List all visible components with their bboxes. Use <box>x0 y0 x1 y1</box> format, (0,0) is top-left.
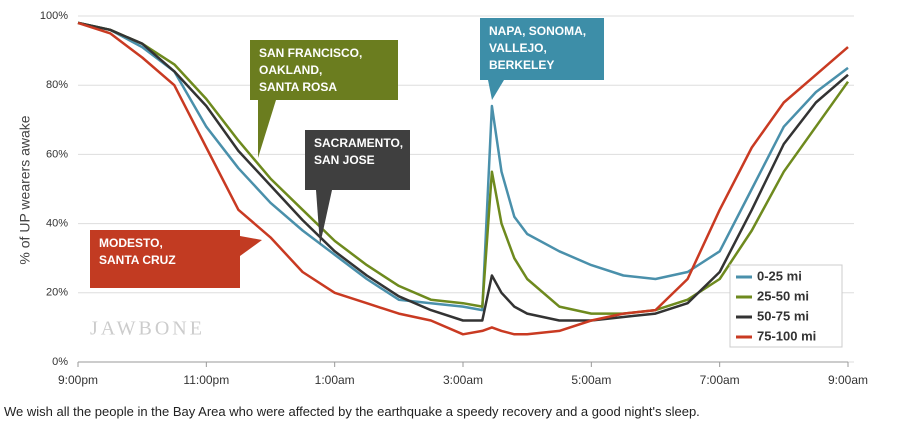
callout-pointer <box>240 236 262 256</box>
caption: We wish all the people in the Bay Area w… <box>4 404 700 419</box>
chart: % of UP wearers awake JAWBONE 0% 20% 40% 60… <box>17 10 868 387</box>
legend-label: 0-25 mi <box>757 268 802 283</box>
x-tick-label: 9:00am <box>828 373 868 387</box>
x-tick-label: 5:00am <box>571 373 611 387</box>
x-tick-label: 9:00pm <box>58 373 98 387</box>
callout-text: SAN FRANCISCO, <box>259 46 362 60</box>
callout-pointer <box>258 100 276 158</box>
y-tick-label: 20% <box>46 287 68 299</box>
x-tick-label: 3:00am <box>443 373 483 387</box>
y-tick-label: 80% <box>46 79 68 91</box>
legend-label: 50-75 mi <box>757 308 809 323</box>
callout-box <box>250 40 398 100</box>
callout-text: MODESTO, <box>99 236 163 250</box>
callout-text: NAPA, SONOMA, <box>489 24 586 38</box>
y-tick-label: 40% <box>46 218 68 230</box>
callout-box <box>480 18 604 80</box>
callout-text: VALLEJO, <box>489 41 547 55</box>
callout-text: SANTA ROSA <box>259 80 337 94</box>
x-tick-label: 11:00pm <box>183 373 229 387</box>
y-tick-label: 100% <box>40 10 68 22</box>
callout-text: SAN JOSE <box>314 153 375 167</box>
series-line <box>77 21 850 315</box>
y-axis-label: % of UP wearers awake <box>17 115 33 264</box>
callout-text: BERKELEY <box>489 58 554 72</box>
y-tick-label: 0% <box>52 356 68 368</box>
callout-box <box>90 230 240 288</box>
watermark: JAWBONE <box>90 318 205 340</box>
series-line <box>77 21 849 322</box>
legend-label: 25-50 mi <box>757 288 809 303</box>
series-line <box>77 21 849 312</box>
y-tick-label: 60% <box>46 148 68 160</box>
callout-text: SANTA CRUZ <box>99 253 176 267</box>
callout-pointer <box>316 190 332 245</box>
legend-box <box>729 264 843 348</box>
callout-text: OAKLAND, <box>259 63 322 77</box>
callout-box <box>305 130 410 190</box>
x-tick-label: 7:00am <box>700 373 740 387</box>
callout-text: SACRAMENTO, <box>314 136 403 150</box>
legend-label: 75-100 mi <box>757 328 816 343</box>
callout-pointer <box>488 80 504 100</box>
series-line <box>77 21 849 336</box>
x-tick-label: 1:00am <box>315 373 355 387</box>
